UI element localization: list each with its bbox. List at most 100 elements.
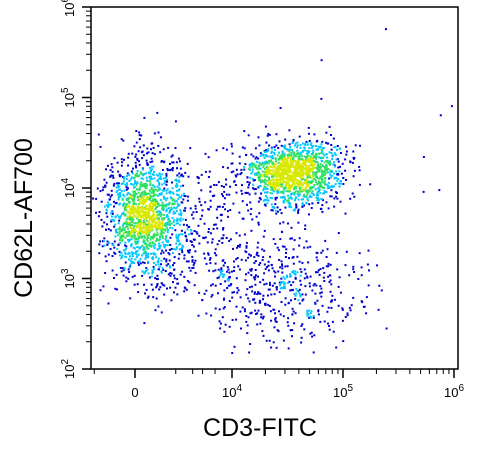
event-dot [145,185,148,188]
event-dot [291,183,294,186]
event-dot [158,242,160,245]
event-dot [281,177,284,180]
event-dot [139,227,142,230]
event-dot [181,247,184,249]
event-dot [128,174,131,177]
event-dot [291,335,293,338]
event-dot [168,203,171,205]
event-dot [207,156,210,159]
event-dot [144,251,147,254]
event-dot [255,253,258,256]
event-dot [118,173,121,176]
event-dot [205,312,208,315]
event-dot [148,175,151,178]
event-dot [339,165,341,168]
event-dot [323,177,326,180]
event-dot [145,215,148,217]
event-dot [213,223,216,226]
event-dot [301,173,304,176]
event-dot [144,185,147,188]
event-dot [106,240,109,243]
event-dot [147,230,150,233]
event-dot [156,274,159,277]
event-dot [132,213,135,216]
event-dot [116,193,119,196]
event-dot [197,224,200,227]
event-dot [331,174,334,177]
event-dot [269,172,272,175]
event-dot [292,138,295,141]
event-dot [144,217,147,220]
event-dot [280,301,283,303]
event-dot [222,166,225,169]
event-dot [252,162,255,165]
event-dot [220,185,223,187]
event-dot [147,209,150,212]
event-dot [309,275,312,278]
event-dot [106,215,109,218]
event-dot [103,221,106,224]
event-dot [135,192,138,195]
event-dot [337,304,340,307]
event-dot [131,220,134,223]
event-dot [187,260,190,263]
event-dot [316,162,319,165]
event-dot [135,184,138,187]
event-dot [313,177,316,180]
event-dot [136,188,139,191]
event-dot [220,237,223,240]
event-dot [139,146,142,149]
event-dot [129,238,131,241]
event-dot [146,240,149,242]
event-dot [147,163,149,166]
event-dot [335,158,338,161]
event-dot [159,199,162,202]
event-dot [291,256,294,259]
event-dot [248,300,251,303]
event-dot [308,195,311,198]
event-dot [273,190,275,193]
event-dot [128,196,131,199]
event-dot [191,260,194,263]
event-dot [205,289,208,292]
event-dot [304,172,307,175]
event-dot [135,141,138,144]
event-dot [293,144,296,147]
event-dot [144,186,147,189]
event-dot [298,172,301,175]
event-dot [117,216,120,218]
event-dot [365,312,368,315]
event-dot [119,191,122,194]
event-dot [160,178,163,180]
event-dot [238,268,241,271]
event-dot [154,239,157,242]
event-dot [309,245,312,248]
event-dot [165,174,168,177]
event-dot [155,216,158,219]
event-dot [353,195,356,198]
event-dot [99,289,102,292]
event-dot [311,202,314,205]
event-dot [316,252,319,255]
x-tick-label: 106 [444,383,464,400]
event-dot [267,199,270,202]
event-dot [145,192,148,195]
event-dot [117,186,120,189]
event-dot [184,207,187,210]
event-dot [301,183,304,186]
event-dot [152,210,155,213]
event-dot [131,260,134,263]
event-dot [200,173,203,176]
event-dot [115,273,118,276]
event-dot [330,189,333,192]
event-dot [169,272,172,274]
event-dot [305,170,308,173]
event-dot [294,273,297,276]
event-dot [137,191,140,194]
event-dot [207,253,210,256]
event-dot [186,199,189,202]
event-dot [138,213,141,215]
event-dot [296,149,299,152]
event-dot [138,247,141,250]
event-dot [149,204,152,207]
